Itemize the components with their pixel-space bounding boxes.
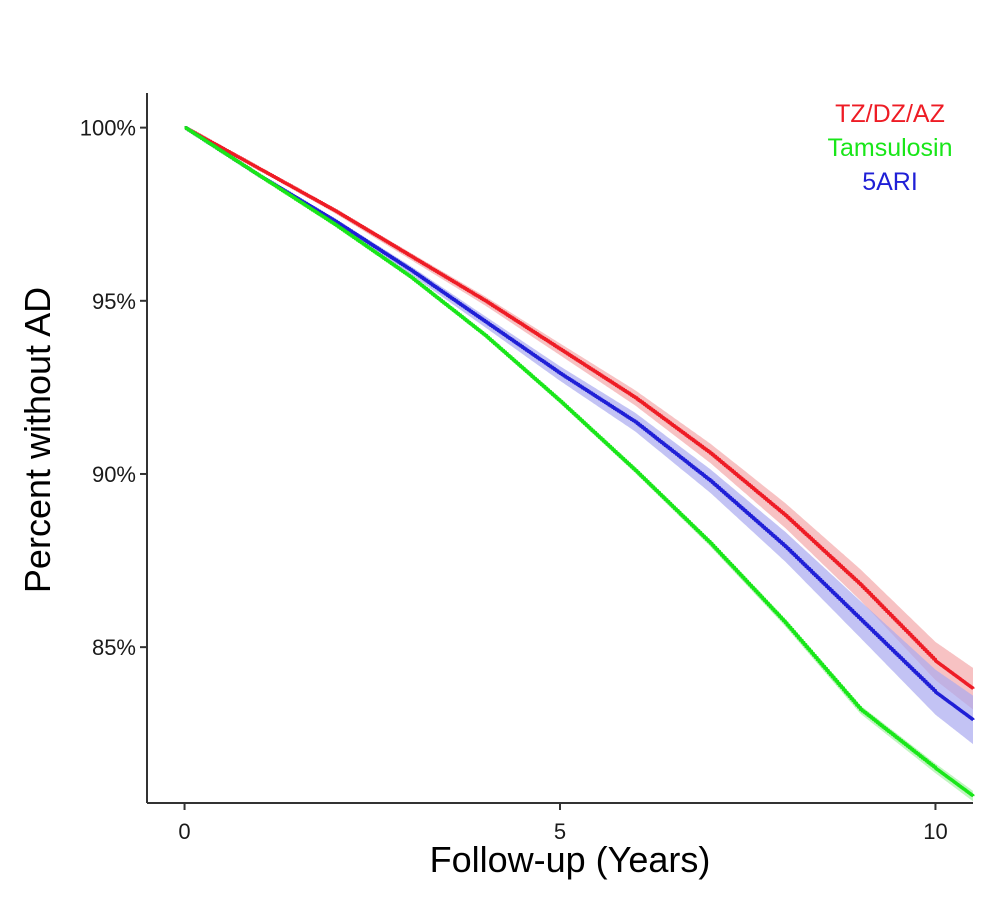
x-tick-label: 5 [554, 819, 566, 844]
ci-band-5ari [184, 127, 973, 745]
survival-lines [184, 126, 975, 797]
series-line-5ari [184, 126, 975, 721]
legend-label-tz-dz-az: TZ/DZ/AZ [835, 100, 945, 128]
y-tick-label: 90% [92, 462, 136, 487]
x-ticks: 0 5 10 [178, 803, 948, 844]
y-tick-label: 85% [92, 635, 136, 660]
x-axis-title: Follow-up (Years) [430, 839, 711, 880]
y-tick-label: 95% [92, 289, 136, 314]
legend-label-tamsulosin: Tamsulosin [827, 134, 952, 162]
y-axis-title: Percent without AD [17, 287, 58, 593]
x-tick-label: 0 [178, 819, 190, 844]
legend: TZ/DZ/AZ Tamsulosin 5ARI [827, 100, 952, 196]
y-tick-label: 100% [80, 116, 136, 141]
series-line-tz-dz-az [184, 126, 975, 690]
y-ticks: 85% 90% 95% 100% [80, 116, 147, 660]
series-line-tamsulosin [184, 126, 975, 797]
x-tick-label: 10 [923, 819, 947, 844]
legend-label-5ari: 5ARI [862, 168, 918, 196]
